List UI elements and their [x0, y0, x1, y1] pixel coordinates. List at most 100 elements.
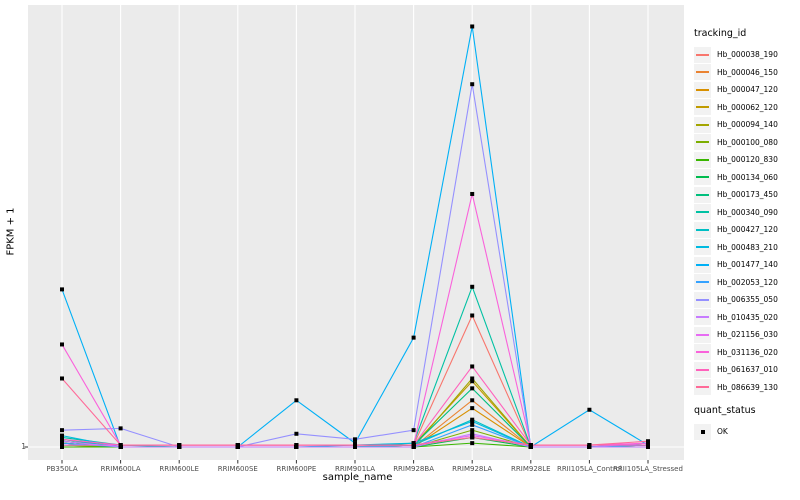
- legend-item-label: Hb_001477_140: [717, 260, 778, 270]
- data-point: [470, 313, 475, 318]
- legend-key: [694, 344, 711, 361]
- legend-key: [694, 151, 711, 168]
- y-axis-title: FPKM + 1: [5, 207, 17, 256]
- x-tick-label: RRIM600LE: [159, 465, 199, 473]
- data-point: [411, 443, 416, 448]
- legend-key: [694, 379, 711, 396]
- legend-key: [694, 46, 711, 63]
- line-swatch-icon: [696, 53, 709, 56]
- line-swatch-icon: [696, 333, 709, 336]
- legend-item: Hb_000120_830: [694, 151, 798, 169]
- data-point: [470, 191, 475, 196]
- legend-item-label: Hb_000427_120: [717, 225, 778, 235]
- legend-item: Hb_000340_090: [694, 204, 798, 222]
- legend-item: Hb_000173_450: [694, 186, 798, 204]
- legend-item-label: Hb_000046_150: [717, 67, 778, 77]
- legend-item: Hb_000427_120: [694, 221, 798, 239]
- data-point: [470, 441, 475, 446]
- legend-key: [694, 291, 711, 308]
- data-point: [470, 428, 475, 433]
- legend-item: Hb_061637_010: [694, 361, 798, 379]
- line-swatch-icon: [696, 176, 709, 179]
- x-tick-label: RRII105LA_Stressed: [613, 465, 683, 473]
- data-point: [587, 443, 592, 448]
- legend-key: [694, 309, 711, 326]
- data-point: [118, 426, 123, 431]
- line-swatch-icon: [696, 88, 709, 91]
- legend-item-label: Hb_002053_120: [717, 277, 778, 287]
- legend-item: Hb_000046_150: [694, 64, 798, 82]
- x-axis-title: sample_name: [322, 472, 393, 483]
- data-point: [118, 443, 123, 448]
- legend-title-quant-status: quant_status: [694, 405, 756, 416]
- legend-panel: tracking_id Hb_000038_190 Hb_000046_150 Hb…: [694, 28, 798, 441]
- legend-item-label: Hb_000120_830: [717, 155, 778, 165]
- line-swatch-icon: [696, 106, 709, 109]
- data-point: [470, 82, 475, 87]
- legend-item-label: Hb_000100_080: [717, 137, 778, 147]
- line-swatch-icon: [696, 281, 709, 284]
- data-point: [470, 386, 475, 391]
- legend-key: [694, 326, 711, 343]
- legend-item-label: Hb_000047_120: [717, 85, 778, 95]
- data-point: [60, 433, 64, 438]
- legend-key: [694, 134, 711, 151]
- data-point: [294, 443, 299, 448]
- legend-item: Hb_086639_130: [694, 379, 798, 397]
- legend-key: [694, 274, 711, 291]
- legend-key: [694, 204, 711, 221]
- line-swatch-icon: [696, 351, 709, 354]
- data-point: [60, 376, 64, 381]
- data-point: [470, 376, 475, 381]
- legend-item-label: Hb_000038_190: [717, 50, 778, 60]
- line-swatch-icon: [696, 368, 709, 371]
- data-point: [470, 24, 475, 29]
- line-swatch-icon: [696, 158, 709, 161]
- legend-item: Hb_000094_140: [694, 116, 798, 134]
- legend-key: [694, 64, 711, 81]
- legend-item-label: Hb_086639_130: [717, 382, 778, 392]
- legend-key: [694, 221, 711, 238]
- legend-item-label: Hb_000483_210: [717, 242, 778, 252]
- data-point: [294, 431, 299, 436]
- legend-item-label: Hb_031136_020: [717, 347, 778, 357]
- legend-item: Hb_006355_050: [694, 291, 798, 309]
- legend-item: Hb_000047_120: [694, 81, 798, 99]
- legend-item-label: Hb_010435_020: [717, 312, 778, 322]
- y-tick-label: 1: [21, 442, 26, 451]
- legend-item: Hb_000100_080: [694, 134, 798, 152]
- data-point: [470, 364, 475, 369]
- legend-item-label: Hb_000173_450: [717, 190, 778, 200]
- data-point: [60, 287, 64, 292]
- data-point: [411, 335, 416, 340]
- x-tick-label: RRIM600SE: [217, 465, 258, 473]
- data-point: [528, 443, 533, 448]
- legend-key: [694, 361, 711, 378]
- data-point: [646, 443, 650, 448]
- legend-key: [694, 186, 711, 203]
- quant-ok-key: [694, 423, 711, 440]
- tracking-legend-items: Hb_000038_190 Hb_000046_150 Hb_000047_120 H…: [694, 46, 798, 396]
- legend-item-label: Hb_006355_050: [717, 295, 778, 305]
- x-tick-label: RRIM928LA: [452, 465, 493, 473]
- legend-item: Hb_000062_120: [694, 99, 798, 117]
- legend-key: [694, 256, 711, 273]
- line-swatch-icon: [696, 228, 709, 231]
- data-point: [411, 428, 416, 433]
- legend-key: [694, 116, 711, 133]
- data-point: [587, 407, 592, 412]
- legend-key: [694, 99, 711, 116]
- data-point: [60, 428, 64, 433]
- line-swatch-icon: [696, 386, 709, 389]
- x-tick-label: RRIM600LA: [100, 465, 141, 473]
- legend-item-label: Hb_000340_090: [717, 207, 778, 217]
- legend-item: Hb_010435_020: [694, 309, 798, 327]
- legend-item: Hb_000134_060: [694, 169, 798, 187]
- legend-item: Hb_031136_020: [694, 344, 798, 362]
- data-point: [470, 435, 475, 440]
- x-tick-label: RRIM901LA: [334, 465, 376, 473]
- legend-item-label: Hb_000134_060: [717, 172, 778, 182]
- x-tick-label: RRII105LA_Control: [556, 465, 622, 473]
